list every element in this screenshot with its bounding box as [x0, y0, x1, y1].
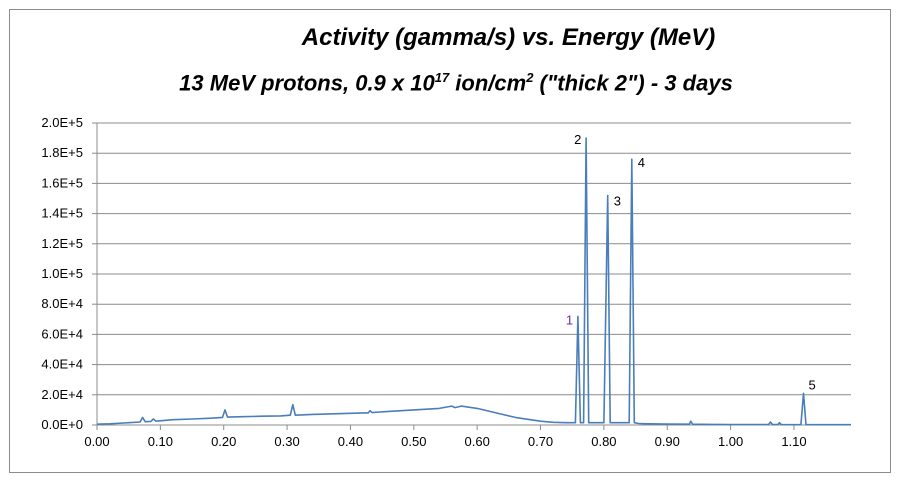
y-tick-label: 0.0E+0	[41, 417, 83, 432]
chart-subtitle: 13 MeV protons, 0.9 x 1017 ion/cm2 ("thi…	[0, 70, 902, 96]
activity-series-line	[96, 137, 851, 426]
x-tick-label: 1.10	[781, 434, 806, 449]
peak-label-5: 5	[808, 377, 815, 392]
y-tick-label: 1.4E+5	[41, 206, 83, 221]
peak-label-4: 4	[638, 155, 645, 170]
y-tick-label: 8.0E+4	[41, 296, 83, 311]
x-tick-label: 0.00	[84, 434, 109, 449]
y-tick-label: 1.6E+5	[41, 175, 83, 190]
x-tick-label: 0.40	[338, 434, 363, 449]
series-group	[96, 137, 851, 426]
peak-label-3: 3	[614, 193, 621, 208]
y-tick-label: 4.0E+4	[41, 357, 83, 372]
subtitle-part-3: ("thick 2") - 3 days	[533, 70, 733, 96]
x-tick-label: 0.80	[591, 434, 616, 449]
peak-labels: 1 2 3 4 5	[566, 132, 816, 392]
x-tick-label: 0.60	[465, 434, 490, 449]
subtitle-part-1: 13 MeV protons, 0.9 x 10	[179, 70, 435, 96]
peak-label-2: 2	[574, 132, 581, 147]
y-tick-label: 1.2E+5	[41, 236, 83, 251]
y-tick-label: 2.0E+5	[41, 115, 83, 130]
y-tick-label: 1.8E+5	[41, 145, 83, 160]
subtitle-unit-exponent: 2	[526, 70, 534, 85]
gridlines	[97, 122, 851, 396]
chart-frame	[9, 9, 891, 473]
subtitle-exponent: 17	[434, 70, 450, 85]
x-tick-label: 0.90	[655, 434, 680, 449]
x-tick-label: 0.10	[148, 434, 173, 449]
x-tick-label: 0.20	[211, 434, 236, 449]
axes	[92, 122, 851, 430]
subtitle-part-2: ion/cm	[449, 70, 527, 96]
x-tick-labels: 0.00 0.10 0.20 0.30 0.40 0.50 0.60 0.70 0.80 0.90…	[84, 434, 806, 449]
y-tick-label: 2.0E+4	[41, 387, 83, 402]
x-tick-label: 1.00	[718, 434, 743, 449]
x-tick-label: 0.70	[528, 434, 553, 449]
y-tick-labels: 0.0E+0 2.0E+4 4.0E+4 6.0E+4 8.0E+4 1.0E+5 1.2E…	[41, 115, 83, 432]
y-tick-label: 1.0E+5	[41, 266, 83, 281]
peak-label-1: 1	[566, 312, 573, 327]
y-tick-label: 6.0E+4	[41, 326, 83, 341]
chart-title: Activity (gamma/s) vs. Energy (MeV)	[0, 24, 902, 52]
x-tick-label: 0.50	[401, 434, 426, 449]
chart-title-text: Activity (gamma/s) vs. Energy (MeV)	[301, 24, 716, 51]
x-tick-label: 0.30	[274, 434, 299, 449]
